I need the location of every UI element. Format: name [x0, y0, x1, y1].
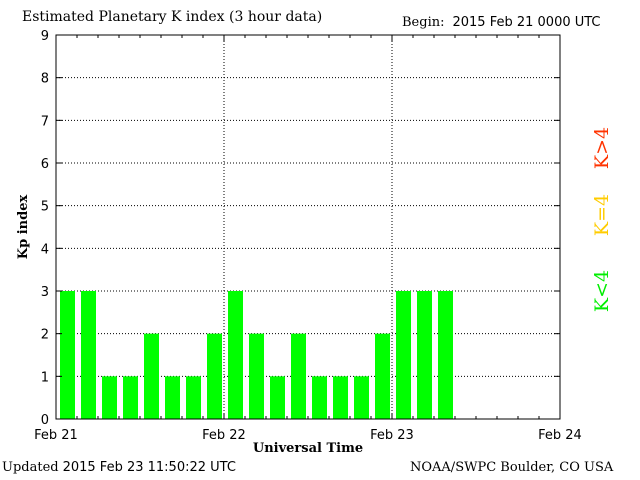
- kp-bar: [207, 333, 222, 419]
- kp-bar: [291, 333, 306, 419]
- begin-label: Begin:: [402, 15, 445, 30]
- kp-bar: [417, 291, 432, 419]
- updated-label: Updated: [2, 460, 59, 475]
- plot-frame: [55, 34, 561, 420]
- legend-item: K<4: [591, 270, 613, 312]
- kp-bar: [333, 376, 348, 419]
- legend: K>4 K=4 K<4: [591, 127, 613, 312]
- kp-bar: [81, 291, 96, 419]
- y-tick-label: 5: [41, 200, 49, 215]
- x-tick-label: Feb 22: [202, 428, 246, 443]
- bar-series: [60, 291, 453, 419]
- y-tick-label: 0: [41, 413, 49, 428]
- updated-value: 2015 Feb 23 11:50:22 UTC: [62, 460, 236, 475]
- chart-title: Estimated Planetary K index (3 hour data…: [22, 9, 323, 25]
- kp-bar: [270, 376, 285, 419]
- kp-bar: [60, 291, 75, 419]
- kp-bar: [249, 333, 264, 419]
- x-tick-label: Feb 21: [34, 428, 78, 443]
- x-tick-label: Feb 24: [538, 428, 582, 443]
- legend-item: K=4: [591, 194, 613, 236]
- x-axis-title: Universal Time: [253, 441, 363, 456]
- kp-bar: [228, 291, 243, 419]
- legend-item: K>4: [591, 127, 613, 169]
- y-tick-label: 9: [41, 29, 49, 44]
- y-tick-label: 3: [41, 285, 49, 300]
- kp-bar: [354, 376, 369, 419]
- credit-line: NOAA/SWPC Boulder, CO USA: [410, 460, 614, 475]
- kp-bar: [186, 376, 201, 419]
- kp-bar: [144, 333, 159, 419]
- kp-bar: [375, 333, 390, 419]
- y-tick-label: 6: [41, 157, 49, 172]
- y-axis-ticks: 0 1 2 3 4 5 6 7 8 9: [41, 29, 560, 428]
- kp-bar: [438, 291, 453, 419]
- y-tick-label: 1: [41, 370, 49, 385]
- kp-bar: [165, 376, 180, 419]
- kp-bar: [102, 376, 117, 419]
- x-axis-ticks: Feb 21 Feb 22 Feb 23 Feb 24: [34, 35, 582, 443]
- kp-bar: [123, 376, 138, 419]
- y-tick-label: 7: [41, 114, 49, 129]
- kp-bar: [396, 291, 411, 419]
- x-tick-label: Feb 23: [370, 428, 414, 443]
- y-tick-label: 2: [41, 328, 49, 343]
- updated-timestamp: Updated 2015 Feb 23 11:50:22 UTC: [2, 460, 236, 475]
- kp-bar: [312, 376, 327, 419]
- y-tick-label: 8: [41, 72, 49, 87]
- y-tick-label: 4: [41, 242, 49, 257]
- begin-time: Begin: 2015 Feb 21 0000 UTC: [402, 15, 601, 30]
- begin-value: 2015 Feb 21 0000 UTC: [452, 15, 601, 30]
- y-axis-title: Kp index: [16, 195, 31, 260]
- grid-lines: [56, 35, 560, 419]
